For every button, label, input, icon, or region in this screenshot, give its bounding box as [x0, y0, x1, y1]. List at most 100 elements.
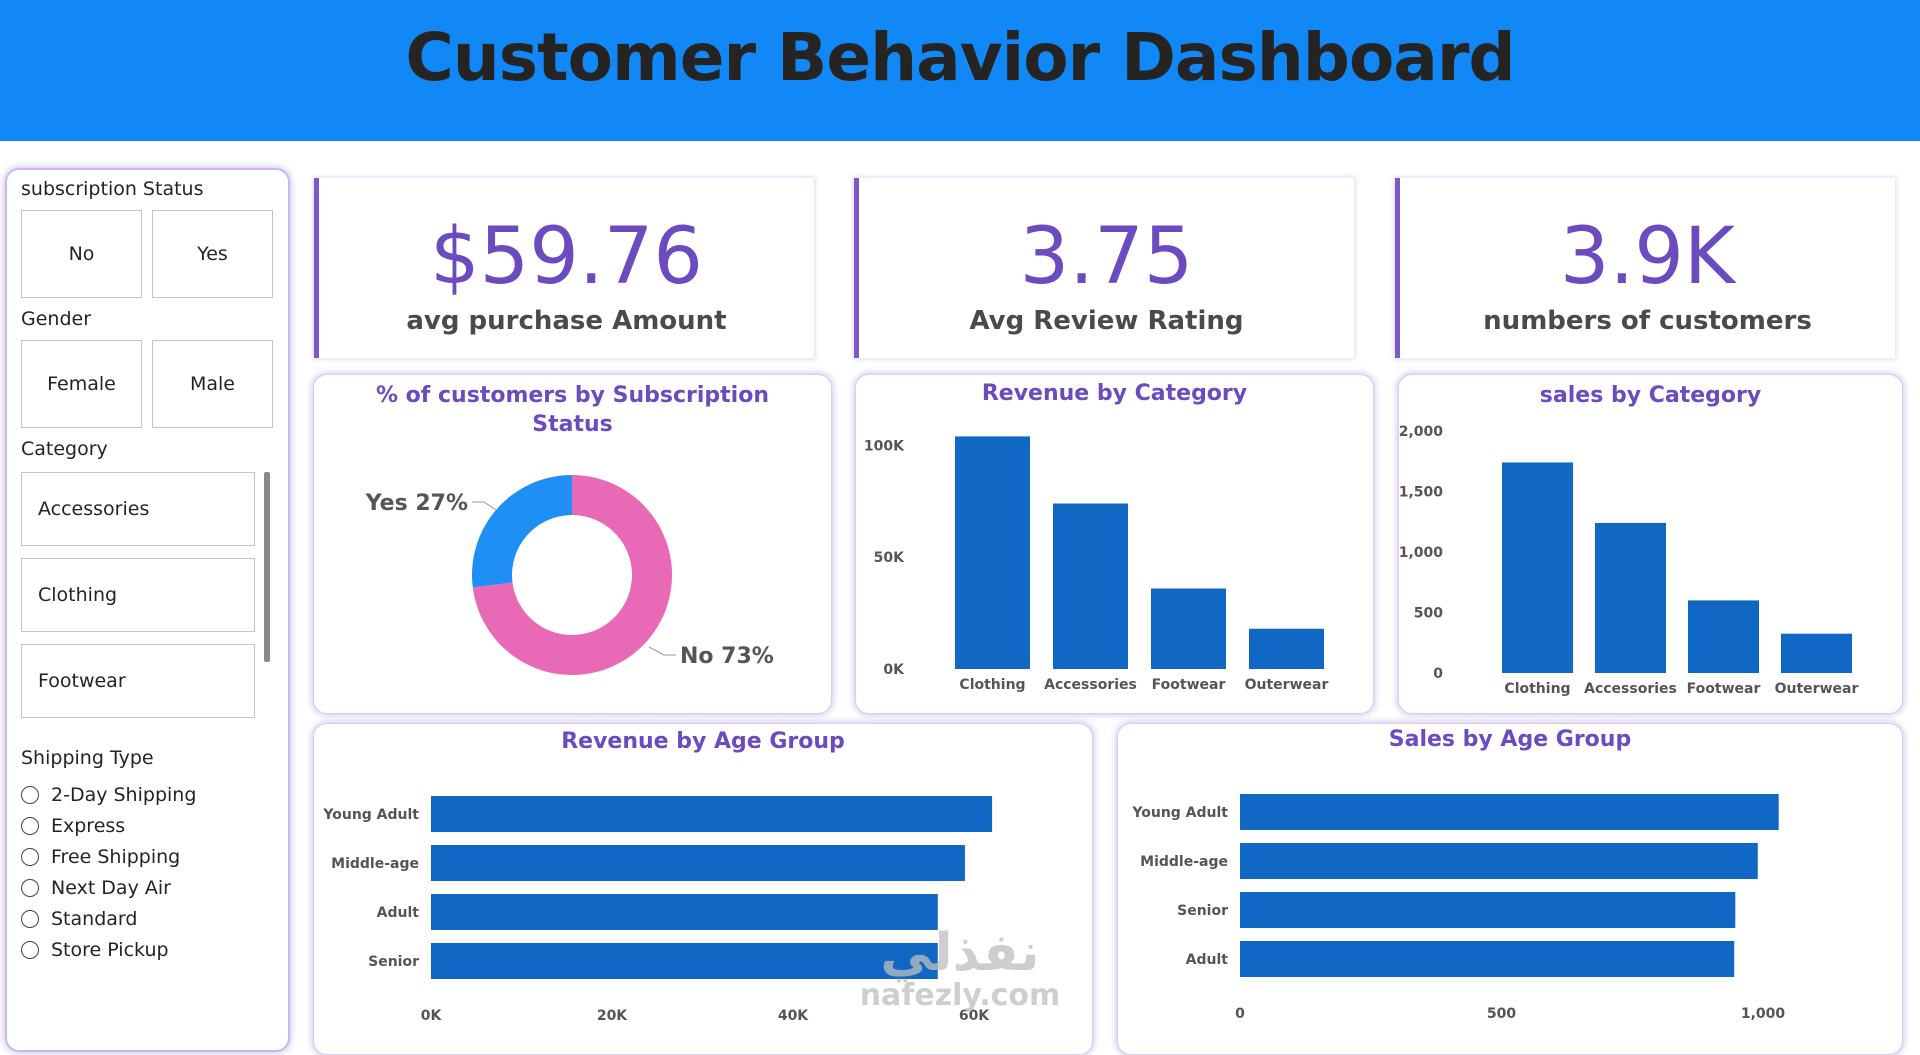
kpi-value: $59.76 — [430, 212, 703, 302]
bar-clothing[interactable] — [955, 436, 1030, 669]
chart-title: Sales by Age Group — [1388, 727, 1632, 752]
shipping-option-free[interactable]: Free Shipping — [21, 846, 180, 868]
watermark-arabic: نفذلي — [880, 923, 1040, 983]
bar-clothing[interactable] — [1502, 462, 1573, 673]
bar-senior[interactable] — [431, 943, 938, 979]
radio-icon[interactable] — [21, 848, 39, 866]
bar-senior[interactable] — [1240, 892, 1736, 928]
donut-chart: Yes 27% No 73% — [365, 475, 774, 675]
subscription-donut-card: % of customers by Subscription Status Ye… — [313, 374, 832, 714]
x-tick-label: Clothing — [959, 677, 1025, 693]
leader-line — [648, 646, 676, 656]
y-tick-label: 100K — [864, 438, 905, 454]
category-clothing-button[interactable]: Clothing — [21, 558, 255, 632]
filter-panel: subscription Status No Yes Gender Female… — [5, 168, 290, 1052]
page-title: Customer Behavior Dashboard — [405, 18, 1515, 96]
chart-title: Revenue by Age Group — [561, 729, 845, 754]
donut-slice-yes[interactable] — [472, 475, 572, 588]
category-scrollbar[interactable] — [264, 472, 270, 662]
shipping-slicer-title: Shipping Type — [21, 747, 154, 769]
bar-outerwear[interactable] — [1781, 633, 1852, 673]
kpi-card-avg-rating: 3.75 Avg Review Rating — [854, 178, 1354, 358]
radio-icon[interactable] — [21, 786, 39, 804]
y-tick-label: Young Adult — [1131, 805, 1228, 821]
x-tick-label: Outerwear — [1775, 681, 1859, 697]
bar-outerwear[interactable] — [1249, 628, 1324, 669]
dashboard-header: Customer Behavior Dashboard — [0, 0, 1920, 141]
gender-female-button[interactable]: Female — [21, 340, 142, 428]
revenue-category-chart: 0K 50K 100K Clothing Accessories Footwear Oute… — [864, 436, 1329, 693]
y-tick-label: 1,000 — [1399, 545, 1443, 561]
category-footwear-button[interactable]: Footwear — [21, 644, 255, 718]
kpi-value: 3.9K — [1559, 212, 1736, 302]
revenue-by-category-card: Revenue by Category 0K 50K 100K Clothing Acc… — [855, 374, 1374, 714]
x-tick-label: Clothing — [1504, 681, 1570, 697]
kpi-label: numbers of customers — [1483, 306, 1812, 336]
revenue-age-chart: 0K 20K 40K 60K Young Adult Middle-age Adult Sen… — [322, 796, 993, 1024]
revenue-by-age-card: Revenue by Age Group 0K 20K 40K 60K Young Ad… — [313, 723, 1093, 1055]
shipping-option-store-pickup[interactable]: Store Pickup — [21, 939, 169, 961]
subscription-slicer-title: subscription Status — [21, 178, 204, 200]
bar-footwear[interactable] — [1688, 600, 1759, 673]
y-tick-label: Senior — [1177, 903, 1228, 919]
y-tick-label: 0K — [883, 662, 905, 678]
kpi-card-avg-purchase: $59.76 avg purchase Amount — [314, 178, 814, 358]
y-tick-label: Young Adult — [322, 807, 419, 823]
shipping-option-label: Standard — [51, 908, 138, 930]
leader-line — [472, 501, 497, 511]
gender-male-button[interactable]: Male — [152, 340, 273, 428]
donut-slice-no[interactable] — [472, 475, 672, 675]
y-tick-label: Adult — [1186, 952, 1229, 968]
shipping-option-label: Express — [51, 815, 126, 837]
subscription-yes-button[interactable]: Yes — [152, 210, 273, 298]
kpi-value: 3.75 — [1019, 212, 1194, 302]
sales-by-age-card: Sales by Age Group 0 500 1,000 Young Adult M… — [1117, 723, 1903, 1055]
chart-title: % of customers by Subscription Status — [375, 383, 770, 437]
radio-icon[interactable] — [21, 879, 39, 897]
sales-category-chart: 0 500 1,000 1,500 2,000 Clothing Accessories Fo… — [1399, 424, 1859, 697]
y-tick-label: 1,500 — [1399, 485, 1443, 501]
donut-label-no: No 73% — [680, 644, 774, 669]
y-tick-label: Middle-age — [1140, 854, 1228, 870]
bar-accessories[interactable] — [1595, 522, 1666, 673]
bar-accessories[interactable] — [1053, 503, 1128, 669]
x-tick-label: Accessories — [1044, 677, 1137, 693]
shipping-option-2day[interactable]: 2-Day Shipping — [21, 784, 196, 806]
shipping-option-label: Next Day Air — [51, 877, 171, 899]
chart-title: Revenue by Category — [981, 381, 1248, 406]
bar-footwear[interactable] — [1151, 588, 1226, 669]
x-tick-label: 0K — [421, 1008, 443, 1024]
y-tick-label: Middle-age — [331, 856, 419, 872]
y-tick-label: 2,000 — [1399, 424, 1443, 440]
x-tick-label: Outerwear — [1245, 677, 1329, 693]
y-tick-label: 0 — [1433, 666, 1443, 682]
y-tick-label: Adult — [377, 905, 420, 921]
sales-age-chart: 0 500 1,000 Young Adult Middle-age Senior Adul… — [1131, 794, 1786, 1022]
x-tick-label: 60K — [959, 1008, 990, 1024]
bar-young-adult[interactable] — [431, 796, 993, 832]
bar-middle-age[interactable] — [431, 845, 965, 881]
sales-by-category-card: sales by Category 0 500 1,000 1,500 2,000 Clo… — [1398, 374, 1903, 714]
x-tick-label: 0 — [1235, 1006, 1245, 1022]
radio-icon[interactable] — [21, 910, 39, 928]
category-accessories-button[interactable]: Accessories — [21, 472, 255, 546]
bar-adult[interactable] — [431, 894, 938, 930]
y-tick-label: 500 — [1414, 606, 1443, 622]
bar-adult[interactable] — [1240, 941, 1735, 977]
x-tick-label: 1,000 — [1741, 1006, 1786, 1022]
shipping-option-standard[interactable]: Standard — [21, 908, 137, 930]
subscription-no-button[interactable]: No — [21, 210, 142, 298]
kpi-label: avg purchase Amount — [406, 306, 727, 336]
shipping-option-next-day[interactable]: Next Day Air — [21, 877, 171, 899]
shipping-option-express[interactable]: Express — [21, 815, 125, 837]
radio-icon[interactable] — [21, 941, 39, 959]
shipping-option-label: Store Pickup — [51, 939, 169, 961]
bar-middle-age[interactable] — [1240, 843, 1758, 879]
x-tick-label: Accessories — [1584, 681, 1677, 697]
shipping-option-label: 2-Day Shipping — [51, 784, 197, 806]
x-tick-label: 20K — [597, 1008, 628, 1024]
y-tick-label: 50K — [874, 550, 905, 566]
radio-icon[interactable] — [21, 817, 39, 835]
x-tick-label: 500 — [1487, 1006, 1516, 1022]
bar-young-adult[interactable] — [1240, 794, 1779, 830]
